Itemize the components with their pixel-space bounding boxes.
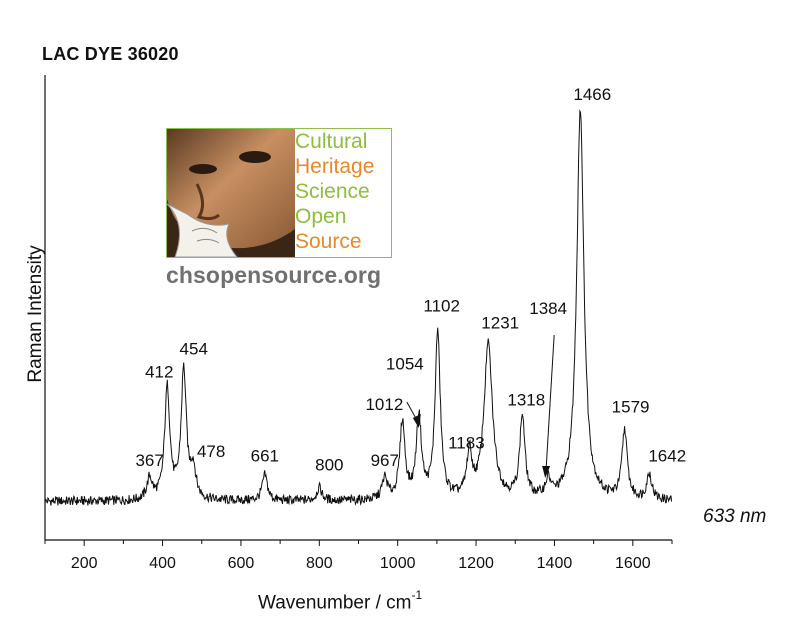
peak-label: 412 [145, 363, 173, 382]
laser-wavelength-label: 633 nm [703, 506, 767, 527]
x-tick-label: 200 [71, 555, 98, 572]
peak-label: 1231 [481, 314, 519, 333]
logo-word-cultural: Cultural [295, 130, 368, 153]
arrow-1384-head [542, 466, 551, 478]
x-axis-label: Wavenumber / cm-1 [258, 588, 423, 614]
peak-label: 1466 [573, 85, 611, 104]
annotation-arrows [406, 334, 555, 478]
x-tick-label: 400 [149, 555, 176, 572]
x-tick-label: 1000 [380, 555, 416, 572]
peak-label: 1642 [648, 447, 686, 466]
arrow-1054-head [412, 414, 421, 428]
chart-title: LAC DYE 36020 [42, 44, 179, 64]
peak-labels: 367 412 454 478 661 800 967 1012 1054 1102 1183 123… [135, 85, 686, 474]
chs-logo: Cultural Heritage Science Open Source [166, 128, 392, 258]
logo-word-source: Source [295, 230, 362, 253]
x-axis-label-text: Wavenumber / cm [258, 592, 412, 614]
peak-label: 1012 [365, 395, 403, 414]
x-tick-label: 1400 [537, 555, 573, 572]
peak-label: 478 [197, 442, 225, 461]
peak-label: 967 [371, 451, 399, 470]
peak-label: 1183 [448, 433, 485, 452]
spectrum-line [44, 109, 673, 506]
logo-url: chsopensource.org [166, 262, 382, 288]
y-axis-label: Raman Intensity [25, 245, 46, 383]
peak-label: 1384 [529, 299, 567, 318]
x-tick-label: 1600 [615, 555, 651, 572]
portrait-logo-image [167, 129, 295, 257]
x-tick-label: 600 [228, 555, 255, 572]
peak-label: 367 [135, 451, 163, 470]
logo-word-heritage: Heritage [295, 155, 375, 178]
peak-label: 1579 [612, 398, 650, 417]
x-axis-label-exponent: -1 [411, 588, 423, 602]
peak-label: 661 [251, 447, 279, 466]
peak-label: 1318 [507, 391, 545, 410]
x-tick-label: 1200 [458, 555, 494, 572]
peak-label: 800 [315, 455, 343, 474]
logo-word-open: Open [295, 205, 347, 228]
arrow-1384-shaft [545, 334, 555, 469]
peak-label: 454 [180, 339, 208, 358]
logo-word-science: Science [295, 180, 370, 203]
peak-label: 1054 [386, 355, 424, 374]
peak-label: 1102 [423, 297, 460, 316]
x-tick-label: 800 [306, 555, 333, 572]
x-axis-ticks: 200 400 600 800 1000 1200 1400 1600 [44, 540, 673, 572]
